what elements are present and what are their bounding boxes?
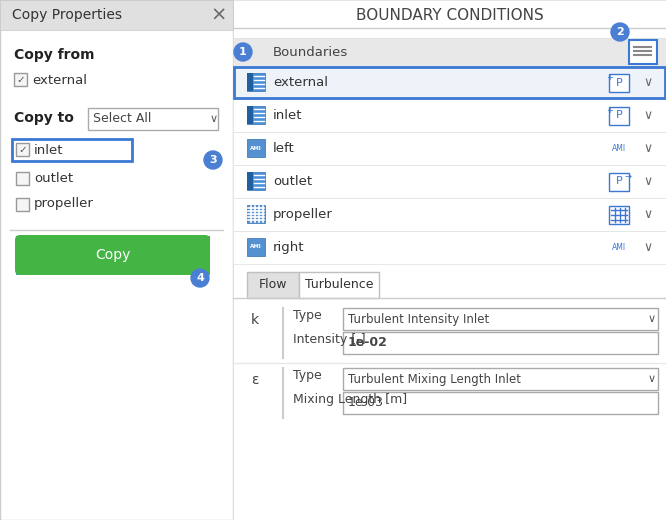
- Text: outlet: outlet: [34, 172, 73, 185]
- Bar: [16, 198, 29, 211]
- Text: right: right: [273, 241, 304, 254]
- Bar: [0, 0, 233, 30]
- Text: k: k: [251, 313, 259, 327]
- Text: ∨: ∨: [643, 76, 653, 89]
- Bar: [247, 106, 265, 124]
- Text: AMI: AMI: [612, 243, 626, 252]
- Bar: [233, 132, 666, 165]
- Bar: [609, 173, 629, 190]
- Text: ∨: ∨: [643, 175, 653, 188]
- Text: Mixing Length [m]: Mixing Length [m]: [293, 394, 407, 407]
- Bar: [14, 73, 27, 86]
- Text: propeller: propeller: [34, 198, 94, 211]
- Text: ∨: ∨: [648, 314, 656, 324]
- Text: 3: 3: [209, 155, 217, 165]
- Text: 1: 1: [239, 47, 247, 57]
- Text: P: P: [615, 77, 622, 87]
- Text: Intensity [-]: Intensity [-]: [293, 333, 366, 346]
- Bar: [233, 165, 666, 198]
- Text: 2: 2: [616, 27, 624, 37]
- Text: Copy Properties: Copy Properties: [12, 8, 122, 22]
- Text: +: +: [607, 73, 613, 82]
- Circle shape: [204, 151, 222, 169]
- Bar: [233, 231, 666, 264]
- Text: ∨: ∨: [210, 114, 218, 124]
- Bar: [343, 332, 658, 354]
- Bar: [234, 67, 665, 98]
- Text: ∨: ∨: [643, 109, 653, 122]
- Bar: [88, 108, 218, 130]
- Text: ∨: ∨: [643, 142, 653, 155]
- Text: AMI: AMI: [612, 144, 626, 153]
- Bar: [233, 99, 666, 132]
- Text: Copy to: Copy to: [14, 111, 74, 125]
- Text: inlet: inlet: [273, 109, 302, 122]
- Bar: [247, 106, 253, 124]
- Text: ε: ε: [251, 373, 258, 387]
- Bar: [0, 0, 233, 520]
- Bar: [247, 73, 253, 91]
- Text: Boundaries: Boundaries: [273, 45, 348, 58]
- Bar: [233, 38, 666, 66]
- Text: Copy: Copy: [95, 248, 130, 262]
- Bar: [233, 198, 666, 231]
- Text: ∨: ∨: [643, 241, 653, 254]
- Text: 4: 4: [196, 273, 204, 283]
- Text: Turbulent Mixing Length Inlet: Turbulent Mixing Length Inlet: [348, 372, 521, 385]
- Bar: [343, 392, 658, 414]
- Bar: [17, 237, 208, 273]
- Bar: [12, 139, 132, 161]
- Text: ✓: ✓: [16, 74, 25, 84]
- Bar: [247, 272, 299, 298]
- Bar: [343, 308, 658, 330]
- Text: Select All: Select All: [93, 112, 151, 125]
- Text: Turbulence: Turbulence: [305, 279, 373, 292]
- Text: AMI: AMI: [250, 244, 262, 250]
- Text: external: external: [32, 73, 87, 86]
- Bar: [247, 73, 265, 91]
- Text: Turbulent Intensity Inlet: Turbulent Intensity Inlet: [348, 313, 490, 326]
- Bar: [247, 172, 265, 190]
- Text: Copy from: Copy from: [14, 48, 95, 62]
- Text: BOUNDARY CONDITIONS: BOUNDARY CONDITIONS: [356, 7, 543, 22]
- Circle shape: [611, 23, 629, 41]
- Text: propeller: propeller: [273, 208, 333, 221]
- Bar: [247, 238, 265, 256]
- Text: Flow: Flow: [259, 279, 287, 292]
- Bar: [629, 40, 657, 64]
- Bar: [609, 73, 629, 92]
- Bar: [16, 143, 29, 156]
- Text: inlet: inlet: [34, 144, 63, 157]
- Text: ∨: ∨: [648, 374, 656, 384]
- Text: ✓: ✓: [18, 145, 27, 154]
- Bar: [247, 139, 265, 157]
- Bar: [16, 172, 29, 185]
- Text: P: P: [615, 176, 622, 187]
- Bar: [609, 107, 629, 124]
- Bar: [247, 205, 265, 223]
- Text: outlet: outlet: [273, 175, 312, 188]
- Text: AMI: AMI: [250, 146, 262, 150]
- Circle shape: [191, 269, 209, 287]
- Text: 1e-03: 1e-03: [348, 396, 384, 410]
- Text: external: external: [273, 76, 328, 89]
- Text: ×: ×: [211, 6, 227, 24]
- Bar: [299, 272, 379, 298]
- Text: +: +: [607, 106, 613, 115]
- Bar: [233, 0, 666, 520]
- Text: 1e-02: 1e-02: [348, 336, 388, 349]
- Text: left: left: [273, 142, 295, 155]
- Bar: [247, 172, 253, 190]
- Bar: [343, 368, 658, 390]
- Text: Type: Type: [293, 370, 322, 383]
- Circle shape: [234, 43, 252, 61]
- Bar: [233, 66, 666, 99]
- Text: ∨: ∨: [643, 208, 653, 221]
- Text: →: →: [625, 172, 631, 181]
- FancyBboxPatch shape: [15, 235, 210, 275]
- Bar: [609, 205, 629, 224]
- Text: P: P: [615, 110, 622, 121]
- Text: Type: Type: [293, 309, 322, 322]
